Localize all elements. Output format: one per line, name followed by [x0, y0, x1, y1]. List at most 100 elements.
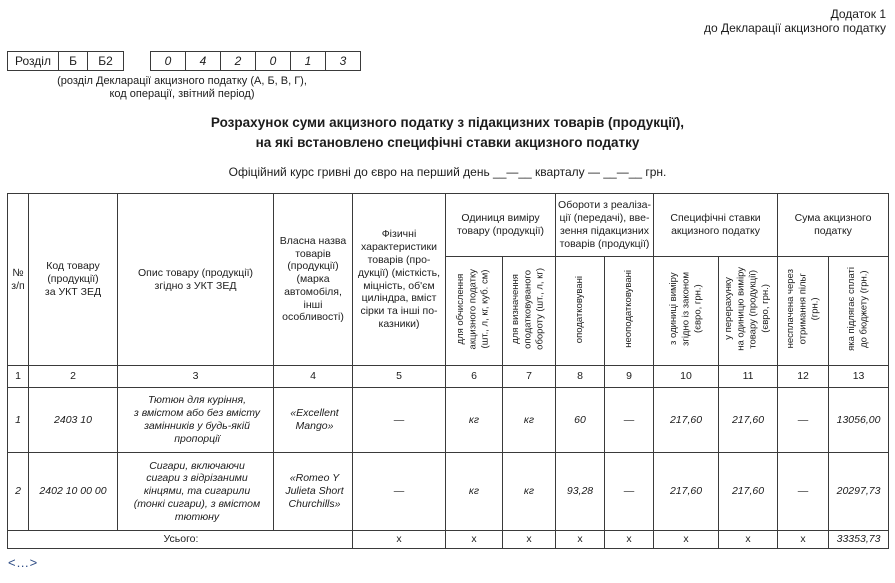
- table-cell: 2: [7, 452, 29, 531]
- table-cell: 93,28: [555, 452, 605, 531]
- period-digit-field: 4: [185, 51, 221, 71]
- group-header-sum: Сума акцизного податку: [777, 193, 890, 257]
- header-group-row: № з/п Код товару (продукції) за УКТ ЗЕД …: [7, 193, 890, 366]
- table-cell: —: [352, 387, 446, 453]
- header-col-description: Опис товару (продукції) згідно з УКТ ЗЕД: [117, 193, 274, 366]
- table-cell: 2402 10 00 00: [28, 452, 118, 531]
- column-number: 7: [502, 365, 556, 388]
- group-header-rates: Специфічні ставки акцизного податку: [653, 193, 779, 257]
- appendix-line2: до Декларації акцизного податку: [703, 21, 886, 36]
- period-digit-field: 3: [325, 51, 361, 71]
- period-digit-field: 1: [290, 51, 326, 71]
- appendix-reference: Додаток 1 до Декларації акцизного податк…: [704, 7, 886, 36]
- table-cell: 1: [7, 387, 29, 453]
- section-box-table: Розділ Б Б2: [7, 51, 124, 71]
- subheader-non-taxable-label: неоподатковувані: [622, 270, 634, 348]
- header-col-own-name: Власна назва товарів (продукції) (марка …: [273, 193, 353, 366]
- header-col-num: № з/п: [7, 193, 29, 366]
- column-number: 11: [718, 365, 779, 388]
- table-cell: —: [603, 452, 655, 531]
- table-cell: кг: [502, 452, 556, 531]
- table-cell: 217,60: [653, 452, 720, 531]
- total-x-mark: х: [718, 530, 779, 549]
- table-cell: 2403 10: [28, 387, 118, 453]
- column-number: 8: [555, 365, 605, 388]
- period-digit-field: 0: [150, 51, 186, 71]
- total-row: Усього: х х х х х х х х 33353,73: [7, 530, 890, 549]
- column-number: 12: [777, 365, 830, 388]
- subheader-unit-tax-label: для обчислення акцизного податку (шт., л…: [455, 268, 492, 350]
- appendix-line1: Додаток 1: [830, 7, 886, 21]
- section-value-field: Б: [58, 51, 88, 71]
- subheader-rate-per-unit-label: з одиниці виміру згідно із законом (євро…: [667, 272, 704, 347]
- table-cell: «Romeo Y Julieta Short Churchills»: [273, 452, 353, 531]
- exchange-rate-line: Офіційний курс гривні до євро на перший …: [228, 165, 667, 179]
- table-row: 2 2402 10 00 00 Сигари, включаючи сигари…: [7, 452, 890, 531]
- header-rotated-row: для обчислення акцизного податку (шт., л…: [8, 256, 890, 366]
- group-header-unit: Одиниця виміру товару (продукції): [445, 193, 556, 257]
- table-cell: кг: [445, 387, 503, 453]
- table-cell: —: [603, 387, 655, 453]
- table-cell: кг: [502, 387, 556, 453]
- total-x-mark: х: [502, 530, 556, 549]
- subheader-unit-tax: для обчислення акцизного податку (шт., л…: [445, 256, 503, 366]
- table-cell: кг: [445, 452, 503, 531]
- column-number: 1: [7, 365, 29, 388]
- table-cell: 217,60: [718, 387, 779, 453]
- subheader-non-taxable: неоподатковувані: [603, 256, 655, 366]
- table-cell: —: [777, 452, 830, 531]
- column-number: 3: [117, 365, 274, 388]
- table-cell: 13056,00: [828, 387, 890, 453]
- table-cell: Сигари, включаючи сигари з відрізаними к…: [117, 452, 274, 531]
- column-number: 2: [28, 365, 118, 388]
- excise-calculation-table: № з/п Код товару (продукції) за УКТ ЗЕД …: [7, 193, 890, 549]
- column-number: 9: [603, 365, 655, 388]
- total-x-mark: х: [445, 530, 503, 549]
- subheader-rate-per-unit: з одиниці виміру згідно із законом (євро…: [653, 256, 720, 366]
- column-number: 10: [653, 365, 720, 388]
- total-label: Усього:: [7, 530, 353, 549]
- column-number: 4: [273, 365, 353, 388]
- header-col-physical: Фізичні характеристики товарів (про- дук…: [352, 193, 446, 366]
- subheader-rate-recalc: у перерахунку на одиницю виміру товару (…: [718, 256, 779, 366]
- column-number: 13: [828, 365, 890, 388]
- total-value: 33353,73: [828, 530, 890, 549]
- table-cell: 60: [555, 387, 605, 453]
- table-cell: 217,60: [653, 387, 720, 453]
- table-cell: —: [352, 452, 446, 531]
- period-digit-field: 0: [255, 51, 291, 71]
- subheader-taxable-label: оподатковувані: [573, 275, 585, 343]
- table-cell: —: [777, 387, 830, 453]
- period-code-table: 0 4 2 0 1 3: [150, 51, 361, 71]
- total-x-mark: х: [352, 530, 446, 549]
- subsection-value-field: Б2: [87, 51, 124, 71]
- period-digit-field: 2: [220, 51, 256, 71]
- total-x-mark: х: [555, 530, 605, 549]
- group-header-turnover: Обороти з реаліза- ції (передачі), вве- …: [554, 193, 655, 257]
- section-and-period-boxes: Розділ Б Б2 0 4 2 0 1 3: [7, 51, 361, 71]
- table-row: 1 2403 10 Тютюн для куріння, з вмістом а…: [7, 387, 890, 453]
- subheader-rate-recalc-label: у перерахунку на одиницю виміру товару (…: [723, 267, 772, 351]
- total-x-mark: х: [603, 530, 655, 549]
- header-col-code: Код товару (продукції) за УКТ ЗЕД: [28, 193, 118, 366]
- omitted-content-link[interactable]: <…>: [8, 555, 38, 570]
- subheader-taxable: оподатковувані: [555, 256, 605, 366]
- subheader-unpaid-benefits: несплачена через отримання пільг (грн.): [777, 256, 830, 366]
- form-title: Розрахунок суми акцизного податку з піда…: [210, 115, 685, 150]
- column-number: 5: [352, 365, 446, 388]
- column-number-row: 1 2 3 4 5 6 7 8 9 10 11 12 13: [7, 365, 890, 388]
- table-cell: «Excellent Mango»: [273, 387, 353, 453]
- subheader-unpaid-benefits-label: несплачена через отримання пільг (грн.): [784, 269, 821, 349]
- total-x-mark: х: [653, 530, 720, 549]
- subheader-payable: яка підлягає сплаті до бюджету (грн.): [828, 256, 890, 366]
- boxes-caption: (розділ Декларації акцизного податку (А,…: [57, 75, 307, 100]
- column-number: 6: [445, 365, 503, 388]
- section-label: Розділ: [7, 51, 59, 71]
- table-cell: 217,60: [718, 452, 779, 531]
- subheader-unit-turnover-label: для визначення оподатковуваного обороту …: [510, 268, 547, 351]
- subheader-unit-turnover: для визначення оподатковуваного обороту …: [502, 256, 556, 366]
- total-x-mark: х: [777, 530, 830, 549]
- subheader-payable-label: яка підлягає сплаті до бюджету (грн.): [846, 267, 870, 352]
- table-cell: Тютюн для куріння, з вмістом або без вмі…: [117, 387, 274, 453]
